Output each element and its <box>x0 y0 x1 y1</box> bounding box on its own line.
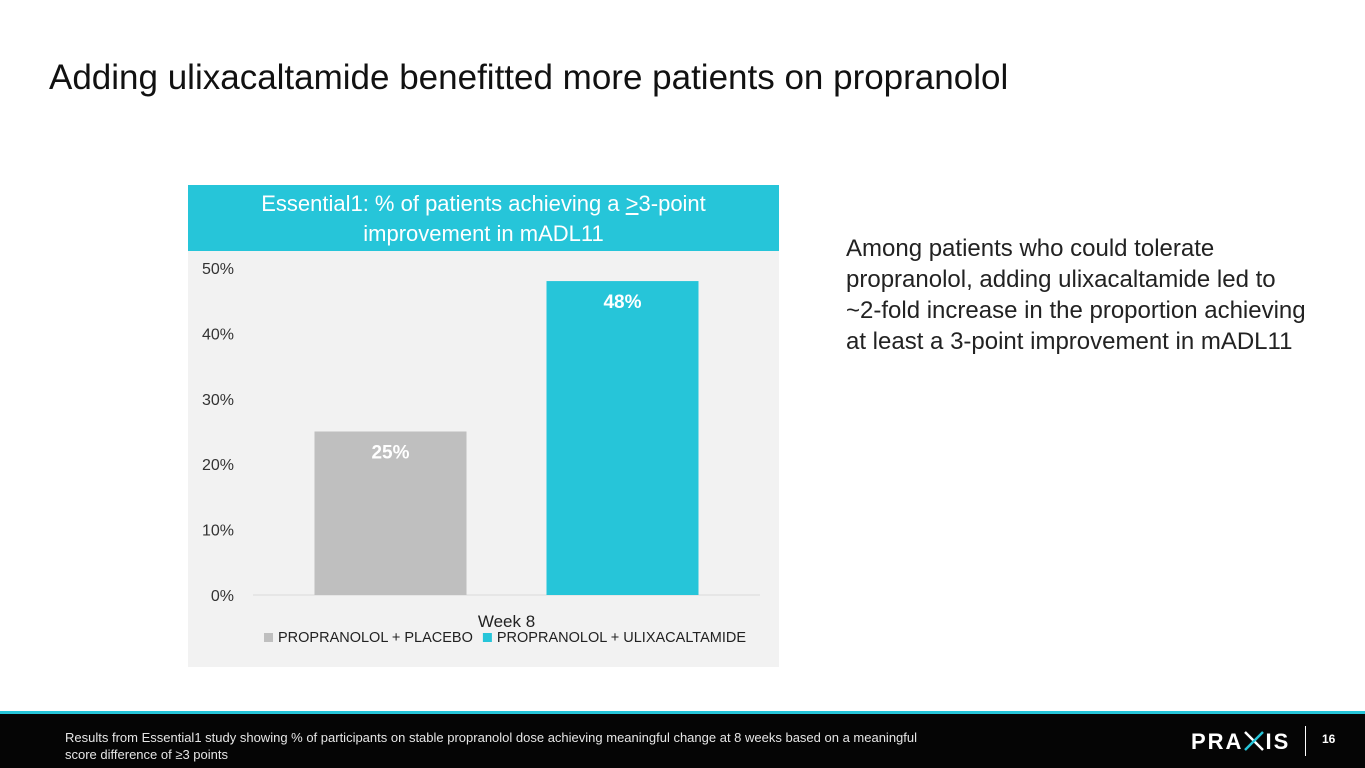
chart-panel: Essential1: % of patients achieving a >3… <box>188 185 779 667</box>
side-summary-text: Among patients who could tolerate propra… <box>846 235 1306 355</box>
chart-title-text-end: 3-point <box>638 191 706 216</box>
page-number: 16 <box>1322 732 1336 746</box>
chart-title-line-1: Essential1: % of patients achieving a >3… <box>188 189 779 219</box>
y-tick-label: 50% <box>202 261 234 278</box>
bar-chart: 0%10%20%30%40%50%25%48%Week 8PROPRANOLOL… <box>202 261 760 646</box>
legend-label-2: PROPRANOLOL + ULIXACALTAMIDE <box>497 630 746 646</box>
y-tick-label: 20% <box>202 457 234 474</box>
data-label: 48% <box>603 292 641 313</box>
chart-title-text: Essential1: % of patients achieving a <box>261 191 626 216</box>
slide-title: Adding ulixacaltamide benefitted more pa… <box>49 58 1009 97</box>
logo-x-mark-icon <box>1243 730 1265 752</box>
logo-divider <box>1305 726 1306 756</box>
bar-2 <box>546 281 699 595</box>
praxis-logo: PRA IS <box>1191 729 1290 755</box>
x-category-label: Week 8 <box>478 612 535 631</box>
legend-label-1: PROPRANOLOL + PLACEBO <box>278 630 473 646</box>
chart-title: Essential1: % of patients achieving a >3… <box>188 185 779 251</box>
data-label: 25% <box>371 443 409 464</box>
chart-title-line-2: improvement in mADL11 <box>363 221 604 246</box>
logo-text-right: IS <box>1265 729 1291 754</box>
footnote: Results from Essential1 study showing % … <box>65 730 918 762</box>
y-tick-label: 30% <box>202 392 234 409</box>
bar-1 <box>314 431 467 595</box>
y-tick-label: 0% <box>211 588 234 605</box>
y-tick-label: 10% <box>202 523 234 540</box>
y-tick-label: 40% <box>202 326 234 343</box>
footer-bar: Results from Essential1 study showing % … <box>0 711 1365 768</box>
logo-text-left: PRA <box>1191 729 1244 754</box>
legend-swatch-2 <box>482 633 492 642</box>
chart-title-symbol: > <box>625 191 639 216</box>
legend-swatch-1 <box>264 633 273 642</box>
